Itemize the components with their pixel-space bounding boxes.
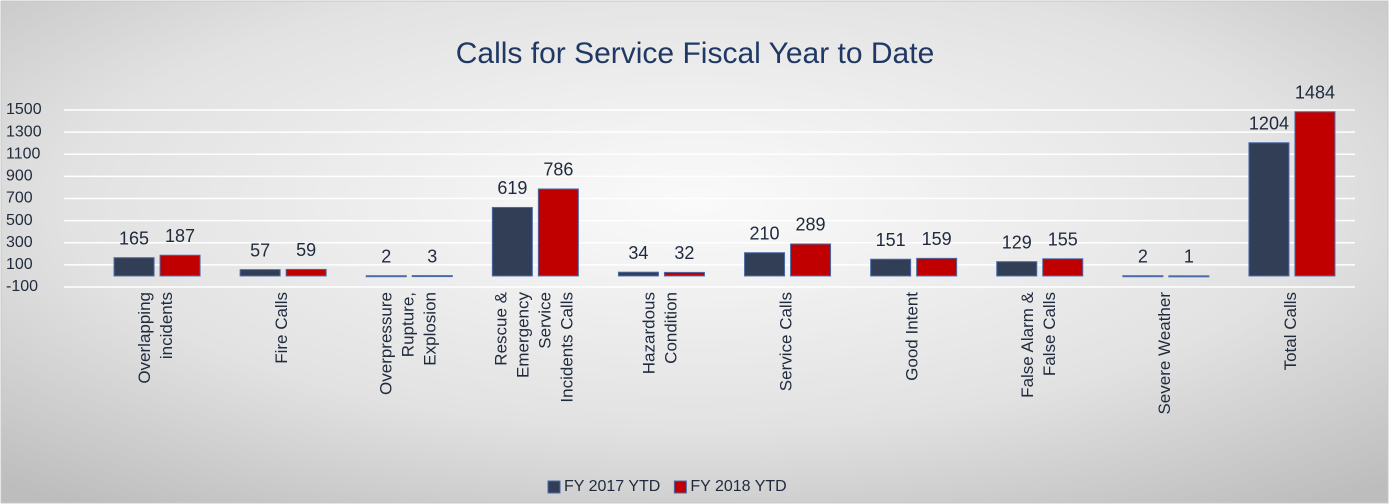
y-tick-label: 300: [6, 234, 33, 251]
bar: [663, 271, 705, 277]
x-tick-label: Overpressure Rupture, Explosion: [377, 292, 440, 395]
bar: [744, 252, 786, 277]
x-tick-label-line: Condition: [662, 292, 681, 364]
x-tick-label-line: Incidents Calls: [558, 292, 577, 403]
legend-swatch: [547, 480, 561, 494]
value-label: 57: [250, 240, 270, 260]
x-tick-label-line: Good Intent: [903, 292, 922, 381]
value-label: 155: [1048, 230, 1078, 250]
value-label: 159: [922, 229, 952, 249]
value-label: 210: [750, 223, 780, 243]
value-label: 2: [381, 246, 391, 266]
y-tick-label: 700: [6, 190, 33, 207]
x-tick-label-line: Total Calls: [1281, 292, 1300, 370]
y-tick-label: 900: [6, 168, 33, 185]
x-tick-label: Good Intent: [903, 292, 922, 381]
x-tick-label-line: Fire Calls: [273, 292, 292, 364]
value-label: 151: [876, 230, 906, 250]
bar: [1294, 111, 1336, 277]
x-tick-label-line: Overpressure: [377, 292, 396, 395]
value-label: 32: [674, 243, 694, 263]
x-tick-label: False Alarm & False Calls: [1018, 291, 1059, 397]
value-label: 187: [165, 226, 195, 246]
x-tick-label: Overlapping incidents: [136, 292, 177, 384]
x-tick-label: Hazardous Condition: [640, 292, 681, 374]
bar: [491, 206, 533, 277]
x-tick-label: Rescue & Emergency Service Incidents Calls: [492, 291, 577, 402]
value-label: 786: [543, 160, 573, 180]
chart-title: Calls for Service Fiscal Year to Date: [456, 37, 935, 70]
bar: [1042, 258, 1084, 277]
x-tick-label-line: incidents: [158, 292, 177, 359]
value-label: 59: [296, 240, 316, 260]
bar: [1168, 275, 1210, 278]
value-label: 2: [1138, 246, 1148, 266]
x-tick-label-line: Service Calls: [777, 292, 796, 391]
x-tick-label-line: Rupture,: [399, 292, 418, 357]
value-label: 3: [427, 246, 437, 266]
bar: [916, 257, 958, 277]
legend-label: FY 2018 YTD: [690, 478, 786, 495]
bar: [870, 258, 912, 277]
bar: [365, 275, 407, 278]
value-label: 129: [1002, 232, 1032, 252]
x-tick-label: Severe Weather: [1155, 292, 1174, 415]
x-tick-label-line: Rescue &: [492, 291, 511, 365]
bar: [285, 268, 327, 277]
bar: [1122, 275, 1164, 278]
bar: [159, 254, 201, 277]
x-tick-label-line: Overlapping: [136, 292, 155, 384]
value-label: 1484: [1295, 83, 1335, 103]
x-tick-label-line: Service: [536, 292, 555, 349]
value-label: 1: [1184, 247, 1194, 267]
legend-swatch: [673, 480, 687, 494]
bar: [113, 257, 155, 277]
y-tick-label: 1300: [6, 123, 42, 140]
x-tick-label-line: False Alarm &: [1018, 291, 1037, 397]
bar: [239, 269, 281, 277]
value-label: 165: [119, 228, 149, 248]
y-tick-label: 1500: [6, 101, 42, 118]
bar: [537, 188, 579, 277]
bar: [790, 243, 832, 277]
value-label: 619: [497, 178, 527, 198]
x-tick-label: Fire Calls: [273, 292, 292, 364]
y-tick-label: 1100: [6, 145, 41, 162]
bar: [1248, 142, 1290, 277]
x-tick-label: Total Calls: [1281, 292, 1300, 370]
y-tick-label: 100: [6, 256, 33, 273]
value-label: 34: [628, 243, 648, 263]
y-tick-label: 500: [6, 212, 33, 229]
x-tick-label-line: Hazardous: [640, 292, 659, 374]
x-tick-label-line: Explosion: [421, 292, 440, 366]
legend-label: FY 2017 YTD: [564, 478, 660, 495]
value-label: 1204: [1249, 113, 1289, 133]
x-tick-label-line: Severe Weather: [1155, 292, 1174, 415]
y-tick-label: -100: [6, 278, 38, 295]
bar: [411, 275, 453, 278]
x-tick-label-line: False Calls: [1040, 292, 1059, 376]
value-label: 289: [796, 215, 826, 235]
x-tick-label-line: Emergency: [514, 292, 533, 378]
bar: [617, 271, 659, 277]
bar: [996, 261, 1038, 277]
x-tick-label: Service Calls: [777, 292, 796, 391]
